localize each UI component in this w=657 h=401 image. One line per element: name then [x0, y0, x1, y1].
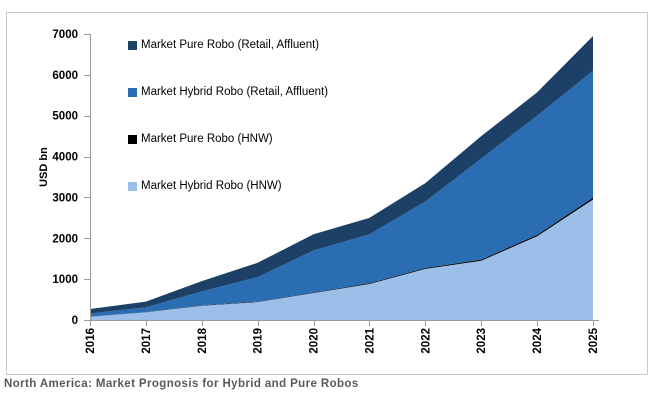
y-tick-label: 2000: [52, 233, 78, 245]
x-tick-label: 2020: [309, 328, 321, 354]
tick-labels-group: 0 1000 2000 3000 4000 5000 6000 7000 2016 2017 201…: [52, 29, 600, 354]
chart-figure: 0 1000 2000 3000 4000 5000 6000 7000 2016 2017 201…: [6, 12, 648, 375]
legend-swatch-pure-robo-hnw: [128, 134, 137, 144]
area-market-hybrid-robo-retail-affluent: [90, 70, 593, 317]
y-tick-label: 3000: [52, 192, 78, 204]
y-tick-label: 6000: [52, 70, 78, 82]
area-series-group: [90, 36, 593, 320]
legend-swatch-hybrid-robo-hnw: [128, 181, 137, 191]
chart-caption: North America: Market Prognosis for Hybr…: [4, 378, 359, 390]
x-tick-label: 2022: [420, 328, 432, 354]
legend-item-pure-robo-retail-affluent: Market Pure Robo (Retail, Affluent): [128, 39, 319, 51]
x-tick-label: 2021: [364, 327, 376, 353]
legend-swatch-pure-robo-retail-affluent: [128, 40, 137, 50]
legend-item-pure-robo-hnw: Market Pure Robo (HNW): [128, 133, 273, 145]
axes-group: [84, 34, 599, 326]
y-tick-label: 0: [72, 315, 78, 327]
x-tick-label: 2016: [85, 328, 97, 354]
legend-swatch-hybrid-robo-retail-affluent: [128, 87, 137, 97]
legend-label: Market Hybrid Robo (HNW): [141, 180, 282, 192]
legend-item-hybrid-robo-retail-affluent: Market Hybrid Robo (Retail, Affluent): [128, 86, 328, 98]
stacked-area-chart: 0 1000 2000 3000 4000 5000 6000 7000 2016 2017 201…: [38, 29, 600, 354]
y-tick-label: 4000: [52, 152, 78, 164]
x-tick-label: 2018: [197, 327, 209, 353]
y-tick-label: 1000: [52, 274, 78, 286]
legend-item-hybrid-robo-hnw: Market Hybrid Robo (HNW): [128, 180, 282, 192]
legend-label: Market Pure Robo (Retail, Affluent): [141, 39, 320, 51]
legend: Market Pure Robo (Retail, Affluent) Mark…: [128, 13, 428, 213]
x-tick-label: 2019: [253, 328, 265, 354]
x-tick-label: 2025: [588, 327, 600, 353]
x-tick-label: 2017: [141, 328, 153, 354]
legend-label: Market Hybrid Robo (Retail, Affluent): [141, 86, 329, 98]
area-market-hybrid-robo-hnw: [90, 199, 593, 320]
x-tick-label: 2024: [532, 327, 544, 353]
legend-label: Market Pure Robo (HNW): [141, 133, 273, 145]
y-tick-label: 7000: [52, 29, 78, 41]
x-tick-label: 2023: [476, 328, 488, 354]
y-axis-title: USD bn: [38, 147, 50, 187]
y-tick-label: 5000: [52, 111, 78, 123]
